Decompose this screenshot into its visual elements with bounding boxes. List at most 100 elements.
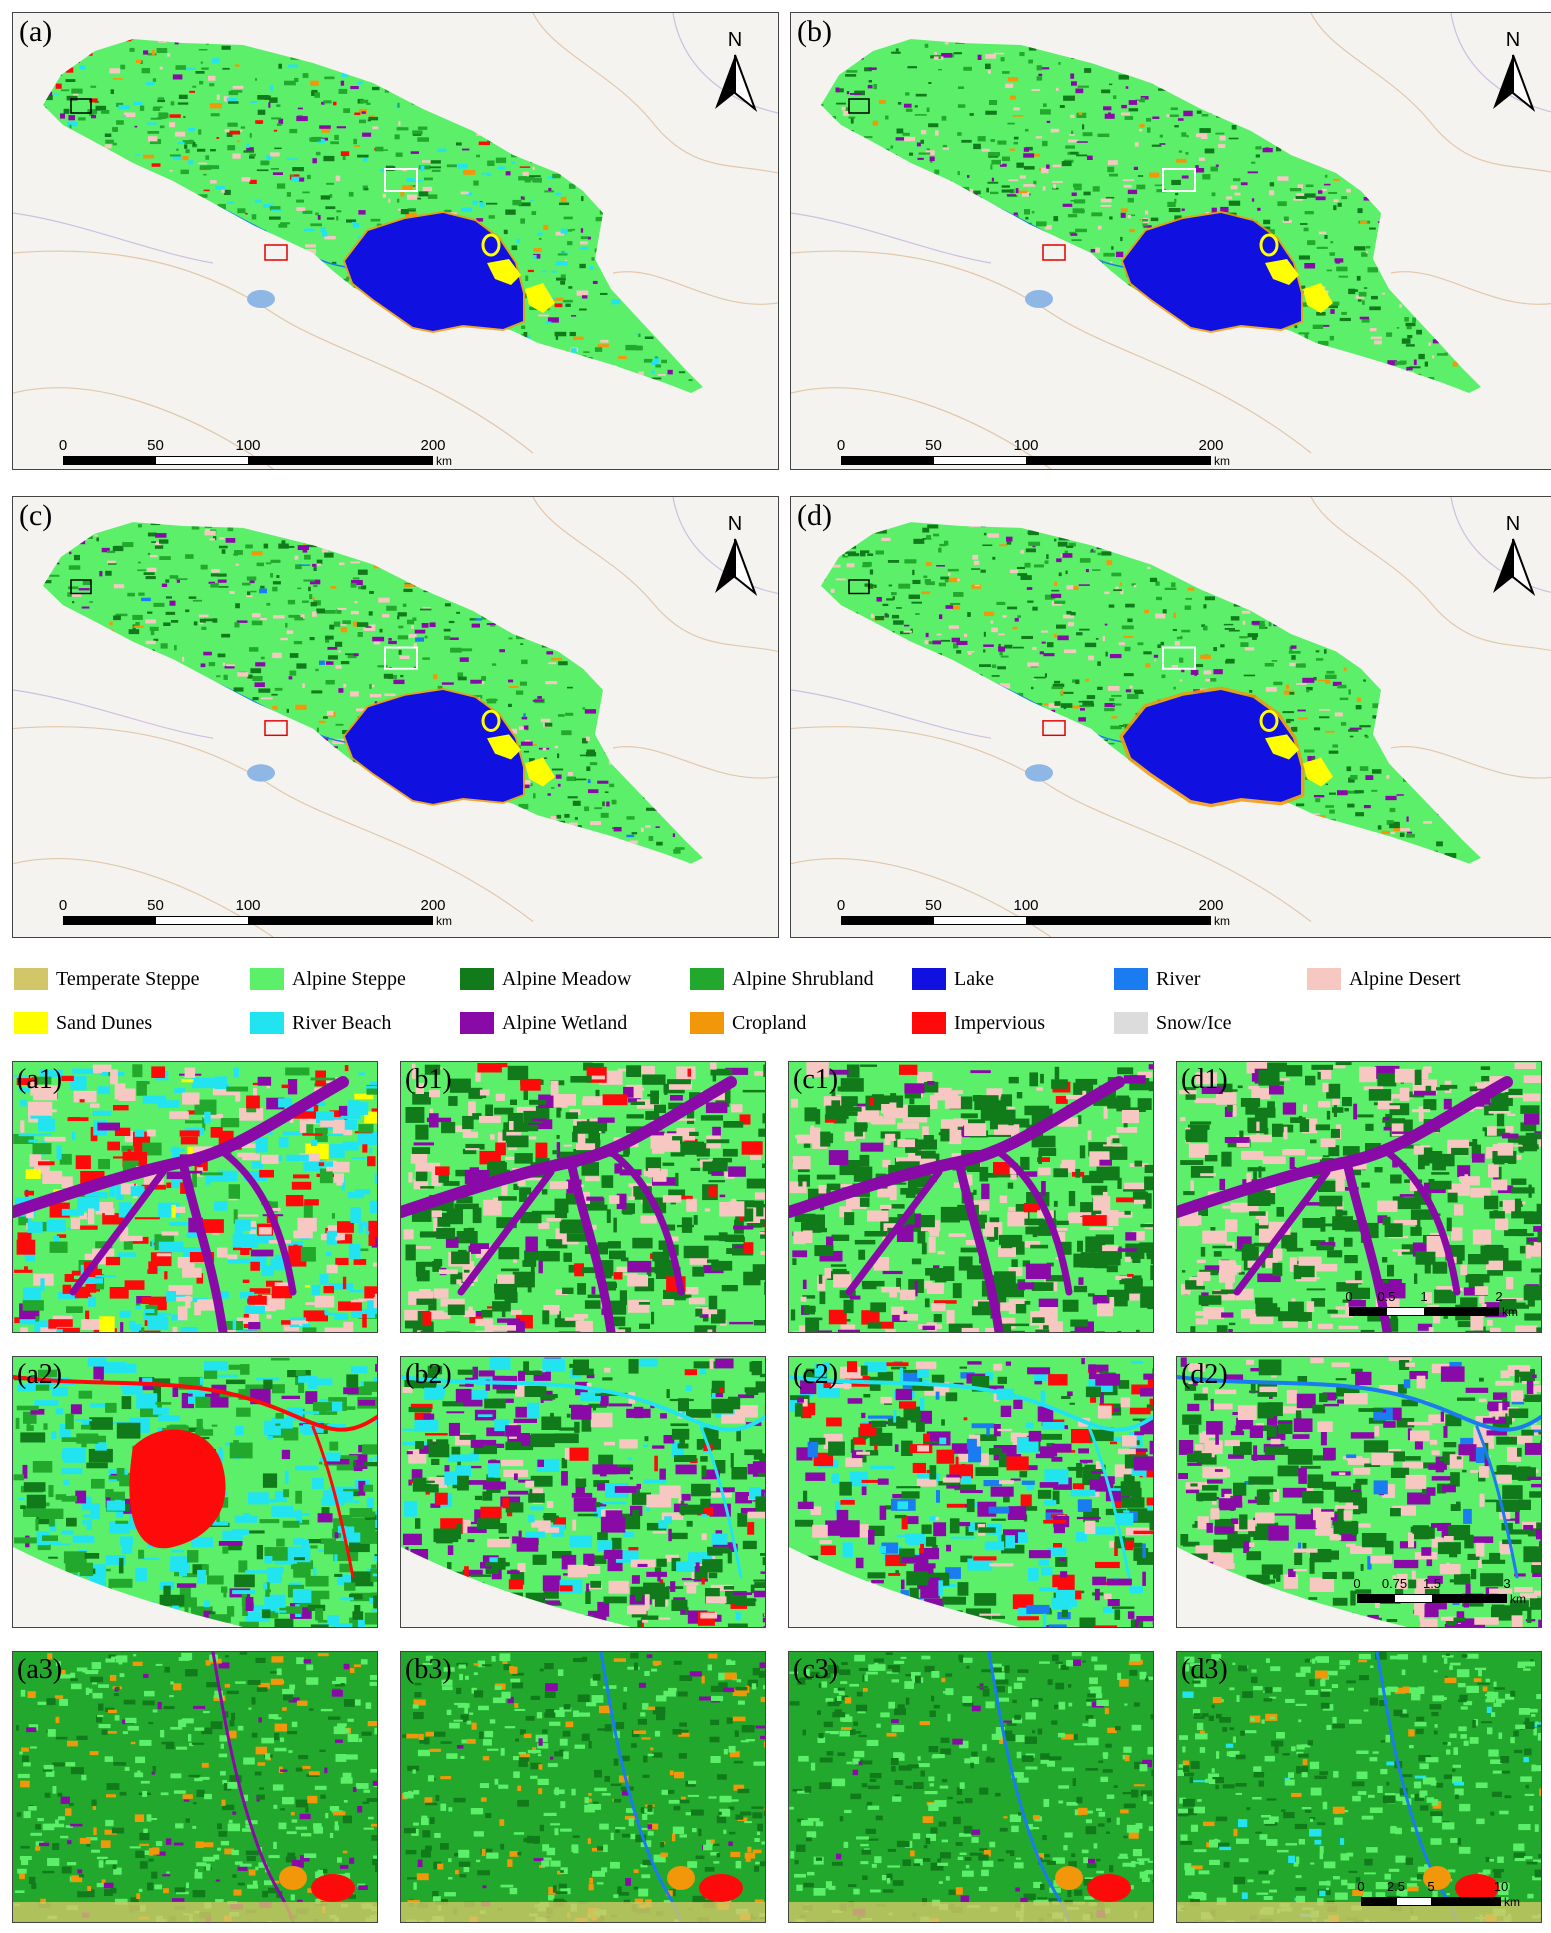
scale-bar: 0 50 100 200 km — [837, 437, 1230, 469]
scale-unit: km — [1504, 1895, 1520, 1909]
north-arrow: N — [713, 29, 757, 115]
scale-unit: km — [1214, 914, 1230, 928]
legend-swatch — [690, 968, 724, 990]
scale-bar: 0 50 100 200 km — [837, 897, 1230, 931]
scale-bar-graphic — [63, 916, 433, 925]
cropland-patch — [1055, 1866, 1083, 1890]
scale-tick: 0 — [1353, 1576, 1361, 1591]
scale-bar-graphic — [1361, 1897, 1501, 1906]
legend-label: Cropland — [732, 1012, 807, 1034]
channel-network — [401, 1076, 737, 1332]
scale-tick: 10 — [1493, 1879, 1509, 1894]
basin-map — [13, 13, 778, 469]
north-arrow: N — [713, 513, 757, 599]
scale-bar: 0 50 100 200 km — [59, 897, 452, 931]
temperate-steppe-band — [13, 1902, 377, 1922]
scale-tick: 200 — [1198, 897, 1224, 914]
scale-tick: 1.5 — [1422, 1576, 1442, 1591]
scale-tick: 100 — [1013, 897, 1039, 914]
sand-dunes — [487, 734, 521, 760]
outside-lake — [247, 764, 275, 782]
lake — [1123, 213, 1301, 331]
scale-tick: 3 — [1503, 1576, 1511, 1591]
scale-bar-graphic — [841, 916, 1211, 925]
scale-tick: 200 — [420, 437, 446, 454]
scale-unit: km — [1510, 1592, 1526, 1606]
legend-swatch — [1307, 968, 1341, 990]
zoom-map — [401, 1357, 765, 1627]
scale-tick: 100 — [235, 897, 261, 914]
map-panel-d: (d) N 0 50 100 200 km — [790, 496, 1551, 938]
zoom-box-3 — [264, 244, 288, 261]
north-arrow: N — [1491, 513, 1535, 599]
basin — [821, 522, 1481, 864]
legend-label: Alpine Wetland — [502, 1012, 628, 1034]
background-roads — [13, 13, 778, 469]
small-lake — [1259, 233, 1279, 257]
outside-area — [401, 1547, 631, 1627]
channel-network — [13, 1375, 377, 1579]
north-arrow: N — [1491, 29, 1535, 115]
legend-swatch — [250, 968, 284, 990]
small-lake — [1259, 709, 1279, 732]
channel-network — [599, 1652, 683, 1922]
landcover-texture — [789, 1358, 1153, 1627]
zoom-panel-label: (b2) — [405, 1359, 452, 1390]
zoom-panel-d3: (d3) 0 2.5 5 10 km — [1176, 1651, 1542, 1923]
scale-tick: 100 — [1013, 437, 1039, 454]
small-lake — [481, 233, 501, 257]
zoom-map — [789, 1357, 1153, 1627]
scale-unit: km — [436, 454, 452, 468]
impervious-patch — [699, 1874, 743, 1902]
legend-swatch — [1114, 1012, 1148, 1034]
panel-label: (a) — [19, 15, 53, 48]
impervious-patch — [1087, 1874, 1131, 1902]
map-panel-a: (a) N 0 50 100 200 km — [12, 12, 779, 470]
legend-label: Alpine Shrubland — [732, 968, 874, 990]
map-panel-c: (c) N 0 50 100 200 km — [12, 496, 779, 938]
scale-tick: 0 — [1345, 1289, 1353, 1304]
sand-dunes — [525, 757, 555, 787]
zoom-panel-label: (c1) — [793, 1064, 839, 1095]
basin — [821, 39, 1481, 393]
zoom-panel-label: (a1) — [17, 1064, 63, 1095]
zoom-panel-label: (c2) — [793, 1359, 839, 1390]
zoom-box-3 — [1042, 720, 1066, 737]
legend-swatch — [460, 968, 494, 990]
scale-tick: 5 — [1427, 1879, 1435, 1894]
legend-label: Alpine Desert — [1349, 968, 1461, 990]
zoom-box-1 — [70, 98, 92, 114]
legend-label: Alpine Steppe — [292, 968, 406, 990]
cropland-patch — [279, 1866, 307, 1890]
legend-label: River — [1156, 968, 1201, 990]
north-letter: N — [1505, 513, 1521, 535]
impervious-patch — [1455, 1874, 1499, 1902]
zoom-panel-c2: (c2) — [788, 1356, 1154, 1628]
zoom-panel-c3: (c3) — [788, 1651, 1154, 1923]
scale-unit: km — [436, 914, 452, 928]
zoom-panel-a2: (a2) — [12, 1356, 378, 1628]
legend-swatch — [14, 968, 48, 990]
zoom-box-1 — [848, 579, 870, 595]
outside-area — [13, 1547, 243, 1627]
zoom-box-3 — [264, 720, 288, 737]
zoom-box-2 — [1162, 646, 1196, 670]
scale-tick: 50 — [147, 897, 164, 914]
scale-bar: 0 50 100 200 km — [59, 437, 452, 469]
zoom-box-2 — [1162, 168, 1196, 192]
scale-tick: 0 — [836, 897, 846, 914]
legend-swatch — [912, 1012, 946, 1034]
legend-label: Lake — [954, 968, 994, 990]
legend-label: Temperate Steppe — [56, 968, 200, 990]
outside-lake — [1025, 290, 1053, 308]
legend-swatch — [460, 1012, 494, 1034]
scale-tick: 200 — [1198, 437, 1224, 454]
zoom-panel-label: (b3) — [405, 1654, 452, 1685]
background-roads — [791, 497, 1551, 937]
zoom-panel-b2: (b2) — [400, 1356, 766, 1628]
panel-label: (d) — [797, 499, 832, 532]
scale-tick: 50 — [925, 897, 942, 914]
zoom-map — [13, 1652, 377, 1922]
scale-tick: 0.75 — [1381, 1576, 1408, 1591]
zoom-map — [1177, 1357, 1541, 1627]
